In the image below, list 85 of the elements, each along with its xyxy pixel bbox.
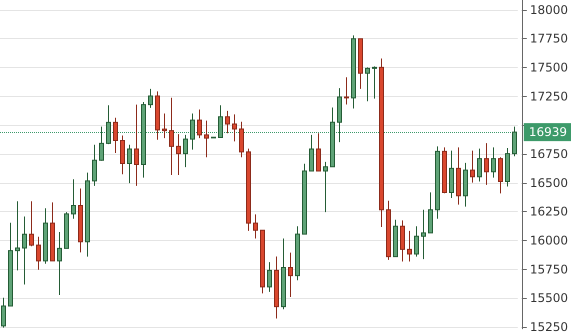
candlestick — [309, 134, 314, 172]
candlestick — [512, 126, 517, 157]
candlestick — [169, 97, 174, 176]
candlestick — [421, 209, 426, 260]
y-tick-label: 16250 — [530, 204, 568, 219]
candlestick — [449, 150, 454, 199]
candlestick — [99, 126, 104, 162]
y-tick-label: 16000 — [530, 233, 568, 248]
y-tick-label: 16500 — [530, 176, 568, 190]
candlestick — [64, 212, 69, 249]
y-tick-label: 15750 — [530, 262, 568, 276]
candlestick — [393, 219, 398, 258]
candlestick — [302, 163, 307, 235]
candlestick — [141, 101, 146, 178]
candlestick — [155, 90, 160, 140]
candlestick — [232, 114, 237, 142]
candlestick — [239, 121, 244, 158]
y-tick-label: 15250 — [530, 320, 568, 333]
candlestick — [295, 226, 300, 281]
candlestick — [435, 146, 440, 220]
candlestick — [127, 144, 132, 184]
candlestick — [386, 200, 391, 260]
y-tick-label: 17250 — [530, 89, 568, 104]
candlestick — [71, 178, 76, 220]
candlestick — [162, 113, 167, 139]
candlestick — [267, 262, 272, 292]
candlestick — [218, 104, 223, 138]
candlestick — [15, 200, 20, 271]
candlestick — [190, 113, 195, 150]
candlestick — [134, 104, 139, 186]
candlestick — [106, 104, 111, 145]
candlestick — [281, 238, 286, 310]
candlestick — [428, 192, 433, 234]
candlestick — [260, 230, 265, 294]
y-tick-label: 17500 — [530, 60, 568, 74]
y-tick-label: 16750 — [530, 146, 568, 161]
candlestick — [316, 132, 321, 172]
candlestick — [92, 144, 97, 186]
candlestick — [85, 172, 90, 258]
candlestick — [344, 76, 349, 105]
candlestick — [225, 110, 230, 134]
candlestick — [36, 236, 41, 270]
candlestick — [246, 148, 251, 232]
candlestick — [50, 202, 55, 262]
candlestick — [120, 135, 125, 175]
y-tick-label: 15500 — [530, 291, 568, 306]
candlestick — [8, 222, 13, 307]
candlestick — [197, 108, 202, 139]
candlestick — [337, 88, 342, 143]
candlestick — [274, 256, 279, 319]
candlestick — [414, 226, 419, 258]
candlestick — [498, 156, 503, 194]
candlestick — [456, 146, 461, 206]
candlestick — [183, 134, 188, 168]
candlestick — [379, 58, 384, 228]
candlestick — [484, 142, 489, 186]
candlestick — [351, 34, 356, 110]
candlestick — [57, 231, 62, 296]
candlestick — [253, 214, 258, 240]
candlestick — [400, 220, 405, 262]
candlestick — [372, 66, 377, 100]
candlestick — [365, 66, 370, 102]
candlestick — [148, 88, 153, 108]
candlestick — [176, 134, 181, 176]
candlestick — [505, 147, 510, 188]
candlestick — [78, 188, 83, 253]
candlestick — [330, 107, 335, 168]
y-tick-label: 17750 — [530, 32, 568, 46]
candlestick — [463, 162, 468, 208]
ref-line-label: 16939 — [528, 125, 568, 140]
candlestick — [22, 216, 27, 286]
candlestick — [323, 161, 328, 213]
candlestick — [491, 146, 496, 178]
candlestick — [442, 146, 447, 194]
y-tick-label: 18000 — [530, 2, 568, 17]
candlestick — [407, 230, 412, 262]
candlestick — [470, 150, 475, 184]
candlestick — [204, 120, 209, 158]
candlestick — [1, 297, 6, 328]
candlestick — [113, 117, 118, 154]
candlestick — [43, 208, 48, 264]
candlestick — [288, 252, 293, 298]
candlestick — [477, 148, 482, 182]
candlestick — [358, 38, 363, 90]
candlestick — [29, 200, 34, 247]
